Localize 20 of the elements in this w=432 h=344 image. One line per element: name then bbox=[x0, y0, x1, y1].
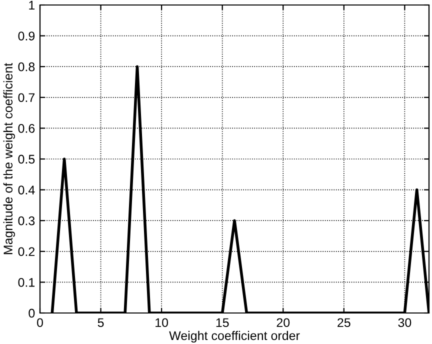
x-tick-label: 10 bbox=[156, 318, 168, 328]
y-tick-label: 0.5 bbox=[18, 154, 35, 164]
y-tick-label: 0.2 bbox=[18, 247, 35, 256]
y-tick-label: 0.4 bbox=[18, 186, 35, 194]
y-tick-label: 0.7 bbox=[18, 93, 35, 102]
x-tick-label: 20 bbox=[276, 318, 290, 328]
y-tick-label: 0.6 bbox=[18, 124, 35, 133]
x-axis-title: Weight coefficient order bbox=[169, 330, 300, 343]
x-tick-label: 0 bbox=[37, 318, 43, 328]
x-tick-label: 5 bbox=[98, 318, 104, 328]
x-tick-label: 15 bbox=[216, 318, 229, 328]
y-tick-label: 0.1 bbox=[18, 278, 35, 287]
y-tick-label: 0 bbox=[28, 308, 35, 318]
y-tick-label: 0.8 bbox=[18, 62, 35, 72]
x-tick-label: 30 bbox=[398, 318, 412, 328]
y-tick-label: 0.3 bbox=[18, 216, 35, 226]
y-axis-title: Magnitude of the weight coefficient bbox=[3, 62, 15, 254]
y-tick-label: 0.9 bbox=[18, 32, 35, 40]
y-tick-label: 1 bbox=[29, 0, 35, 10]
x-tick-label: 25 bbox=[338, 318, 350, 328]
